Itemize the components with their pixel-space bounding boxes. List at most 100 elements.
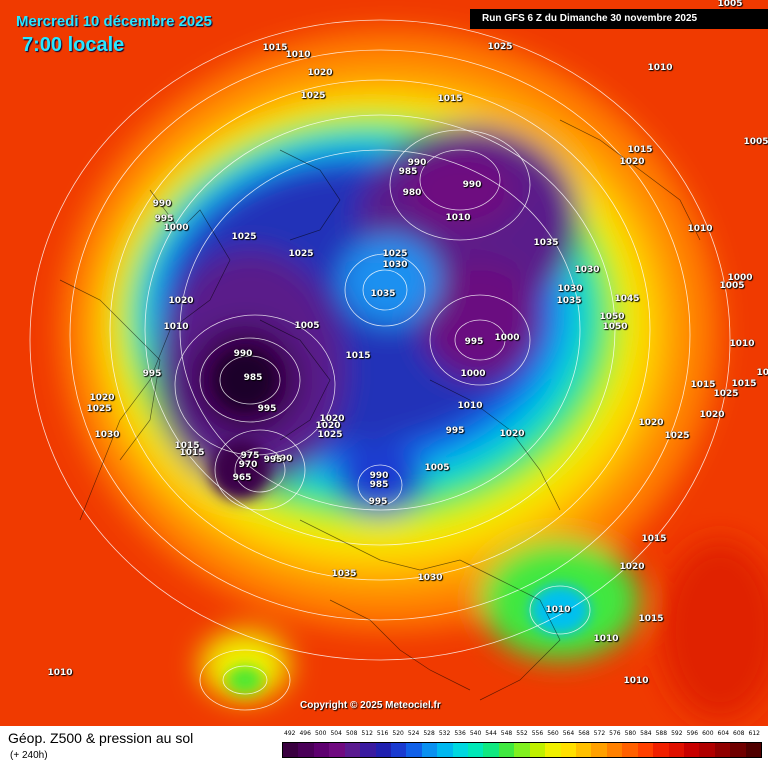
- legend-swatch: [668, 743, 684, 757]
- legend-swatch: [298, 743, 314, 757]
- legend-tick: 536: [454, 730, 466, 737]
- isobar-label: 1010: [445, 213, 471, 223]
- isobar-label: 1015: [641, 534, 667, 544]
- isobar-label: 985: [398, 167, 418, 177]
- isobar-label: 1010: [623, 676, 649, 686]
- isobar-label: 1035: [331, 569, 357, 579]
- isobar-label: 1010: [647, 63, 673, 73]
- isobar-label: 1015: [174, 441, 200, 451]
- isobar-label: 1030: [417, 573, 443, 583]
- color-scale: [282, 742, 762, 758]
- legend-swatch: [699, 743, 715, 757]
- legend-tick: 576: [609, 730, 621, 737]
- legend-swatch: [637, 743, 654, 757]
- isobar-label: 1010: [545, 605, 571, 615]
- isobar-label: 1010: [457, 401, 483, 411]
- isobar-label: 1025: [382, 249, 408, 259]
- isobar-label: 995: [368, 497, 388, 507]
- isobar-label: 1000: [727, 273, 753, 283]
- isobar-label: 1030: [574, 265, 600, 275]
- isobar-label: 1025: [300, 91, 326, 101]
- chart-title: Géop. Z500 & pression au sol: [8, 730, 194, 746]
- isobar-label: 1020: [319, 414, 345, 424]
- legend-tick: 604: [717, 730, 730, 737]
- isobar-label: 1020: [499, 429, 525, 439]
- legend-tick: 608: [733, 730, 745, 737]
- legend-tick: 528: [423, 730, 435, 737]
- isobar-label: 1015: [627, 145, 653, 155]
- legend-swatch: [576, 743, 592, 757]
- legend-tick: 564: [562, 730, 575, 737]
- isobar-label: 1050: [599, 312, 625, 322]
- isobar-label: 990: [233, 349, 253, 359]
- isobar-label: 990: [369, 471, 389, 481]
- isobar-label: 995: [142, 369, 162, 379]
- legend-ticks: 492 496 500 504 508 512 516 520 524 528 532 536 540 5…: [282, 730, 762, 742]
- legend-swatch: [745, 743, 762, 757]
- isobar-label: 1030: [382, 260, 408, 270]
- legend-tick: 544: [485, 730, 497, 737]
- legend-swatch: [313, 743, 330, 757]
- isobar-label: 1005: [424, 463, 450, 473]
- isobar-label: 975: [240, 451, 260, 461]
- legend-tick: 612: [748, 730, 760, 737]
- legend-tick: 512: [361, 730, 373, 737]
- isobar-label: 1045: [614, 294, 640, 304]
- isobar-label: 1020: [619, 157, 645, 167]
- isobar-label: 1020: [89, 393, 115, 403]
- isobar-label: 1010: [756, 368, 768, 378]
- isobar-label: 1015: [437, 94, 463, 104]
- isobar-label: 1010: [687, 224, 713, 234]
- forecast-date: Mercredi 10 décembre 2025: [16, 13, 212, 30]
- isobar-label: 1015: [638, 614, 664, 624]
- isobar-label: 990: [152, 199, 172, 209]
- isobar-label: 985: [369, 480, 389, 490]
- isobar-label: 995: [445, 426, 465, 436]
- legend-tick: 516: [376, 730, 389, 737]
- copyright: Copyright © 2025 Meteociel.fr: [300, 700, 441, 711]
- legend-swatch: [653, 743, 669, 757]
- isobar-label: 1005: [717, 0, 743, 9]
- isobar-label: 1000: [460, 369, 486, 379]
- legend-swatch: [421, 743, 438, 757]
- isobar-label: 1005: [743, 137, 768, 147]
- legend-tick: 492: [284, 730, 296, 737]
- legend-tick: 524: [407, 730, 420, 737]
- isobar-label: 1015: [690, 380, 716, 390]
- legend-tick: 548: [500, 730, 513, 737]
- isobar-label: 1020: [307, 68, 333, 78]
- isobar-label: 980: [402, 188, 422, 198]
- isobar-label: 970: [238, 460, 258, 470]
- legend-swatch: [622, 743, 638, 757]
- isobar-label: 1010: [285, 50, 311, 60]
- legend-swatch: [683, 743, 700, 757]
- legend-swatch: [360, 743, 376, 757]
- legend-swatch: [606, 743, 623, 757]
- isobar-label: 990: [407, 158, 427, 168]
- isobar-label: 1025: [86, 404, 112, 414]
- legend-tick: 560: [547, 730, 559, 737]
- legend-swatch: [468, 743, 484, 757]
- isobar-label: 1015: [179, 448, 205, 458]
- isobar-label: 995: [263, 455, 283, 465]
- legend-tick: 584: [640, 730, 652, 737]
- isobar-label: 995: [154, 214, 174, 224]
- isobar-label: 1000: [163, 223, 189, 233]
- isobar-label: 990: [462, 180, 482, 190]
- isobar-label: 1025: [487, 42, 513, 52]
- legend-tick: 540: [469, 730, 482, 737]
- isobar-label: 1035: [533, 238, 559, 248]
- legend-tick: 496: [299, 730, 311, 737]
- legend-swatch: [329, 743, 345, 757]
- isobar-label: 990: [273, 454, 293, 464]
- legend-swatch: [406, 743, 422, 757]
- isobar-label: 1030: [557, 284, 583, 294]
- legend-swatch: [437, 743, 453, 757]
- weather-map: Mercredi 10 décembre 2025 7:00 locale Ru…: [16, 0, 768, 720]
- isobar-label: 1010: [729, 339, 755, 349]
- legend-tick: 520: [392, 730, 404, 737]
- legend-swatch: [714, 743, 731, 757]
- isobar-label: 1050: [602, 322, 628, 332]
- legend-swatch: [560, 743, 577, 757]
- isobar-label: 1020: [619, 562, 645, 572]
